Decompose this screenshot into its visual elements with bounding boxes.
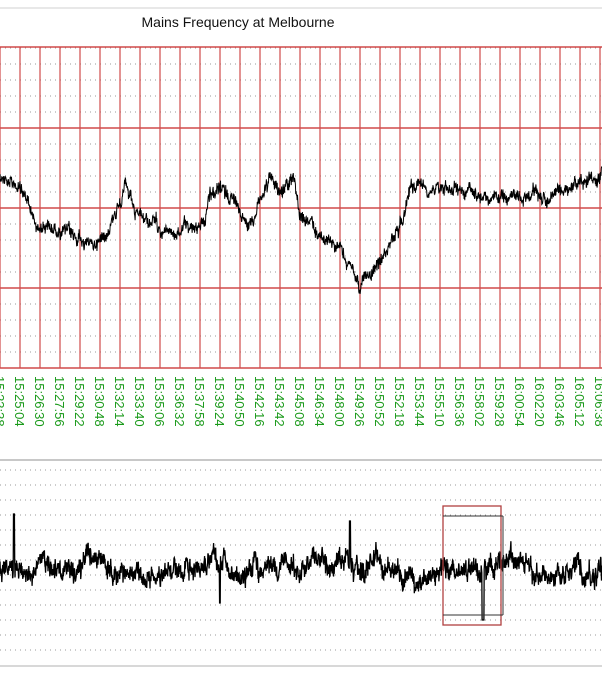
- x-tick-label: 15:45:08: [292, 376, 307, 427]
- x-tick-label: 15:29:22: [72, 376, 87, 427]
- x-tick-label: 15:39:24: [212, 376, 227, 427]
- x-tick-label: 15:32:14: [112, 376, 127, 427]
- x-tick-label: 15:50:52: [372, 376, 387, 427]
- x-tick-label: 15:53:44: [412, 376, 427, 427]
- x-tick-label: 15:30:48: [92, 376, 107, 427]
- x-tick-label: 15:52:18: [392, 376, 407, 427]
- x-tick-label: 15:27:56: [52, 376, 67, 427]
- main-frequency-trace: [0, 166, 602, 294]
- x-tick-label: 16:05:12: [572, 376, 587, 427]
- x-tick-label: 16:02:20: [532, 376, 547, 427]
- x-tick-label: 15:37:58: [192, 376, 207, 427]
- x-tick-label: 15:48:00: [332, 376, 347, 427]
- x-tick-label: 15:43:42: [272, 376, 287, 427]
- x-tick-label: 15:58:02: [472, 376, 487, 427]
- chart-title: Mains Frequency at Melbourne: [141, 14, 335, 30]
- main-chart-grid: [0, 46, 602, 369]
- x-tick-label: 15:40:50: [232, 376, 247, 427]
- x-axis-ticks: 15:23:38 15:25:04 15:26:30 15:27:56 15:29:22…: [0, 376, 602, 427]
- x-tick-label: 15:26:30: [32, 376, 47, 427]
- x-tick-label: 16:00:54: [512, 376, 527, 427]
- x-tick-label: 15:56:36: [452, 376, 467, 427]
- x-tick-label: 16:06:38: [592, 376, 602, 427]
- x-tick-label: 15:33:40: [132, 376, 147, 427]
- x-tick-label: 15:25:04: [12, 376, 27, 427]
- x-tick-label: 15:42:16: [252, 376, 267, 427]
- x-tick-label: 15:46:34: [312, 376, 327, 427]
- x-tick-label: 15:36:32: [172, 376, 187, 427]
- x-tick-label: 16:03:46: [552, 376, 567, 427]
- selection-rect[interactable]: [442, 505, 502, 626]
- x-tick-label: 15:49:26: [352, 376, 367, 427]
- x-tick-label: 15:55:10: [432, 376, 447, 427]
- selection-box[interactable]: [442, 505, 504, 626]
- x-tick-label: 15:59:28: [492, 376, 507, 427]
- overview-chart-grid: [0, 469, 602, 651]
- x-tick-label: 15:35:06: [152, 376, 167, 427]
- x-tick-label: 15:23:38: [0, 376, 7, 427]
